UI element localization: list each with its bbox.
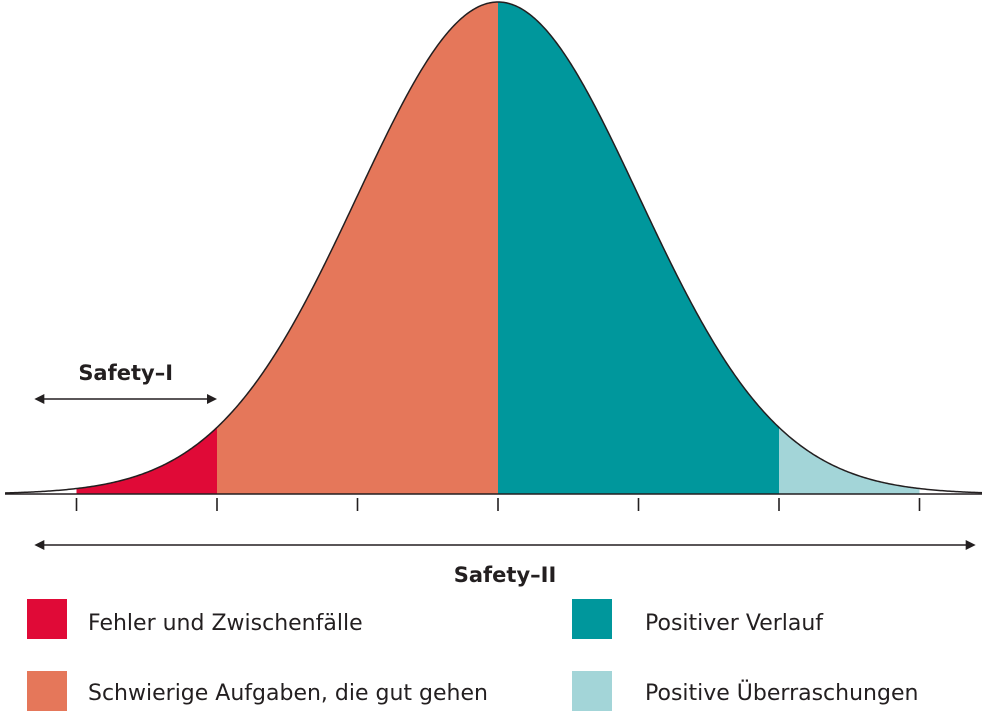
safety2-range: Safety–II bbox=[34, 540, 976, 587]
legend-item-surprise: Positive Überraschungen bbox=[572, 671, 918, 711]
curve-outline bbox=[4, 1, 983, 494]
region-hard bbox=[217, 2, 498, 494]
legend-swatch-positive bbox=[572, 599, 612, 639]
legend-label-surprise: Positive Überraschungen bbox=[645, 680, 918, 706]
region-errors bbox=[76, 427, 217, 494]
safety2-arrowhead-right bbox=[965, 540, 976, 550]
legend-swatch-surprise bbox=[572, 671, 612, 711]
safety1-label: Safety–I bbox=[78, 361, 173, 385]
safety2-label: Safety–II bbox=[454, 563, 557, 587]
legend-label-hard: Schwierige Aufgaben, die gut gehen bbox=[88, 681, 488, 706]
legend: Fehler und Zwischenfälle Positiver Verla… bbox=[27, 599, 918, 711]
safety2-arrowhead-left bbox=[34, 540, 45, 550]
legend-swatch-hard bbox=[27, 671, 67, 711]
legend-swatch-errors bbox=[27, 599, 67, 639]
region-surprise bbox=[779, 427, 920, 494]
legend-item-positive: Positiver Verlauf bbox=[572, 599, 824, 639]
curve-regions bbox=[76, 2, 920, 494]
legend-item-errors: Fehler und Zwischenfälle bbox=[27, 599, 363, 639]
axis-ticks bbox=[75, 498, 921, 511]
legend-label-errors: Fehler und Zwischenfälle bbox=[88, 611, 363, 636]
safety1-range: Safety–I bbox=[34, 361, 217, 404]
region-positive bbox=[498, 2, 779, 494]
legend-label-positive: Positiver Verlauf bbox=[645, 611, 824, 636]
legend-item-hard: Schwierige Aufgaben, die gut gehen bbox=[27, 671, 488, 711]
safety1-arrowhead-left bbox=[34, 394, 45, 404]
safety1-arrowhead-right bbox=[207, 394, 217, 404]
